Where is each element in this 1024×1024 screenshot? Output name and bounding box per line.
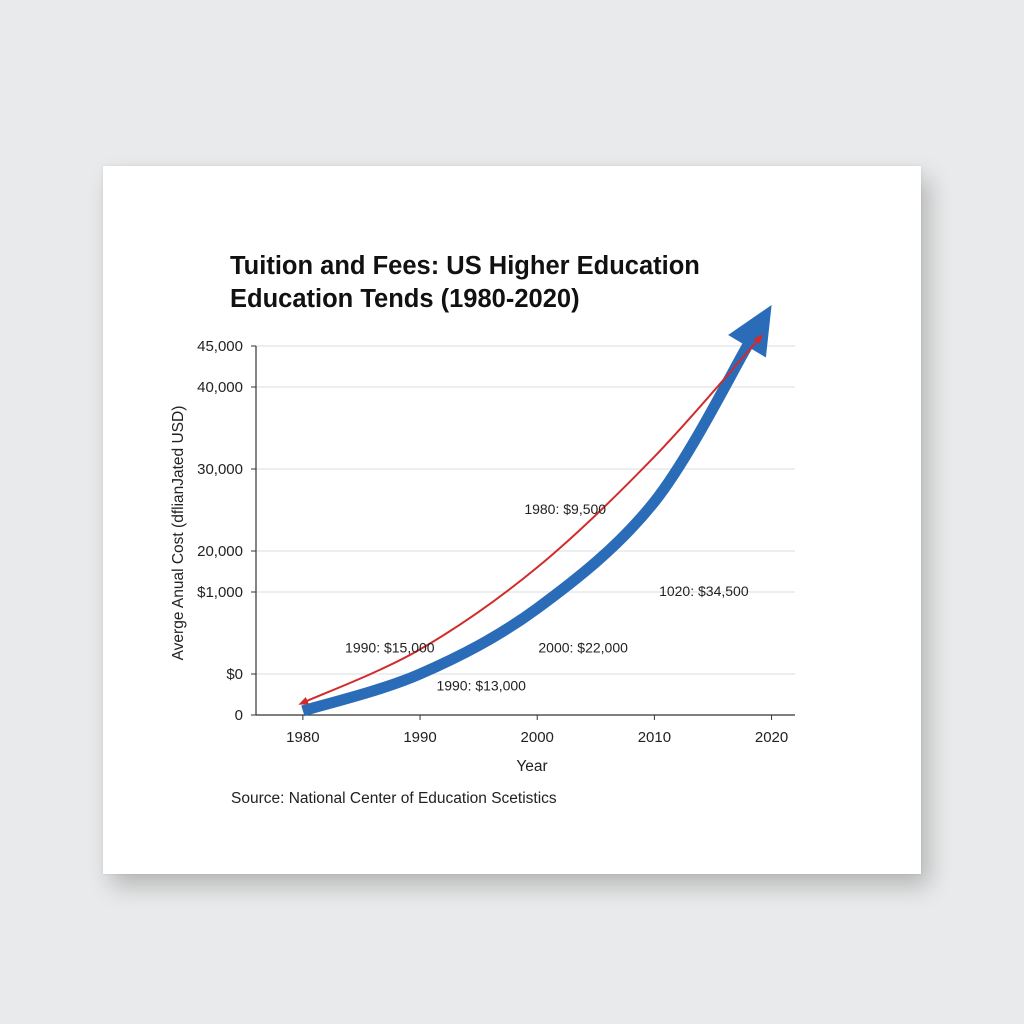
- y-tick-group: 0 $0 $1,000 20,000 30,000 40,000 45,000: [197, 338, 256, 724]
- x-tick-label: 1990: [403, 729, 436, 746]
- chart-title: Tuition and Fees: US Higher Education Ed…: [230, 250, 700, 316]
- annotation-group: 1990: $15,000 1990: $13,000 2000: $22,000 1…: [345, 501, 749, 693]
- y-axis-label: Averge Anual Cost (dflianJated USD): [170, 406, 187, 661]
- x-tick-label: 2000: [521, 729, 554, 746]
- y-tick-label: 0: [235, 707, 243, 724]
- data-label: 1980: $9,500: [524, 501, 606, 517]
- y-tick-label: 30,000: [197, 461, 243, 478]
- y-tick-label: 40,000: [197, 379, 243, 396]
- series-group: [298, 305, 772, 717]
- x-tick-group: 1980 1990 2000 2010 2020: [286, 715, 788, 746]
- x-axis-label: Year: [516, 758, 547, 775]
- x-tick-label: 1980: [286, 729, 319, 746]
- y-tick-label: 20,000: [197, 543, 243, 560]
- data-label: 1020: $34,500: [659, 583, 749, 599]
- series-red-line: [298, 334, 764, 705]
- y-tick-label: $0: [226, 666, 243, 683]
- data-label: 2000: $22,000: [538, 640, 628, 656]
- y-tick-label: $1,000: [197, 584, 243, 601]
- chart-title-line-1: Tuition and Fees: US Higher Education: [230, 252, 700, 280]
- chart-title-line-2: Education Tends (1980-2020): [230, 285, 580, 313]
- data-label: 1990: $15,000: [345, 640, 435, 656]
- source-note: Source: National Center of Education Sce…: [231, 790, 557, 807]
- x-tick-label: 2010: [638, 729, 671, 746]
- x-tick-label: 2020: [755, 729, 788, 746]
- data-label: 1990: $13,000: [436, 677, 526, 693]
- y-tick-label: 45,000: [197, 338, 243, 355]
